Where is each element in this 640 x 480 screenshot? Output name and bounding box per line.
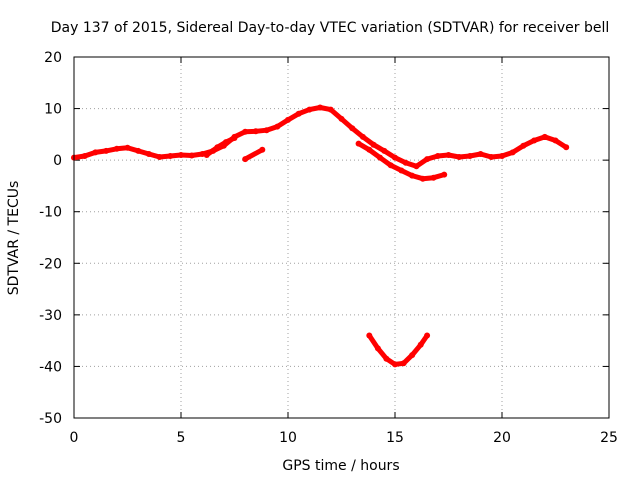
y-tick-label: -10 <box>39 205 62 221</box>
data-point <box>520 142 527 149</box>
data-point <box>563 144 570 151</box>
data-point <box>466 153 473 159</box>
grid-lines <box>74 57 609 418</box>
y-tick-label: 0 <box>53 153 62 169</box>
data-point <box>242 128 249 135</box>
data-point <box>359 133 366 140</box>
x-tick-label: 5 <box>177 430 186 446</box>
data-point <box>409 172 416 179</box>
data-point <box>387 162 394 169</box>
data-point <box>402 159 409 166</box>
data-point <box>488 154 495 160</box>
data-point <box>263 127 270 134</box>
data-point <box>338 115 345 122</box>
data-point <box>477 151 484 157</box>
data-point <box>327 106 334 113</box>
chart-title: Day 137 of 2015, Sidereal Day-to-day VTE… <box>51 20 610 36</box>
x-tick-label: 20 <box>493 430 511 446</box>
x-tick-label: 10 <box>279 430 297 446</box>
y-tick-label: 10 <box>44 102 62 118</box>
data-point <box>349 125 356 132</box>
y-tick-label: 20 <box>44 50 62 66</box>
data-point <box>383 355 390 362</box>
data-point <box>400 360 407 367</box>
data-point <box>366 146 373 153</box>
data-point <box>424 156 431 163</box>
data-point <box>409 352 416 359</box>
data-point <box>156 154 163 160</box>
data-point <box>81 153 88 159</box>
data-point <box>306 106 313 113</box>
data-point <box>370 141 377 148</box>
data-point <box>441 171 448 178</box>
data-point <box>252 128 259 135</box>
y-tick-label: -50 <box>39 411 62 427</box>
data-point <box>259 146 266 153</box>
x-tick-label: 15 <box>386 430 404 446</box>
data-marks <box>71 104 570 368</box>
data-point <box>274 123 281 130</box>
tick-labels: 0 5 10 15 20 25 -50 -40 -30 -20 -10 0 10 20 <box>39 50 618 446</box>
data-point <box>377 154 383 161</box>
y-tick-label: -30 <box>39 308 62 324</box>
data-point <box>167 153 174 159</box>
data-point <box>541 133 548 140</box>
data-point <box>355 140 362 147</box>
data-point <box>113 145 120 152</box>
data-point <box>398 167 405 174</box>
data-point <box>188 152 195 159</box>
data-point <box>413 163 420 170</box>
data-point <box>135 147 142 154</box>
data-point <box>392 361 398 368</box>
data-point <box>242 156 249 163</box>
data-point <box>392 154 398 161</box>
data-point <box>231 135 238 141</box>
data-point <box>366 332 373 339</box>
data-point <box>178 152 184 158</box>
data-point <box>424 332 431 339</box>
data-point <box>203 152 210 158</box>
data-point <box>317 104 324 111</box>
data-point <box>285 116 291 123</box>
x-tick-label: 25 <box>600 430 618 446</box>
data-point <box>499 153 505 159</box>
y-tick-label: -20 <box>39 256 62 272</box>
data-point <box>295 110 302 117</box>
data-point <box>124 144 131 151</box>
x-axis-label: GPS time / hours <box>282 458 399 474</box>
data-point <box>417 341 424 348</box>
data-point <box>531 137 538 144</box>
data-point <box>145 151 152 157</box>
data-point <box>430 174 437 181</box>
x-tick-label: 0 <box>70 430 79 446</box>
axis-ticks <box>73 56 610 419</box>
series-short-segment <box>242 147 265 162</box>
y-axis-label: SDTVAR / TECUs <box>6 181 22 296</box>
y-tick-label: -40 <box>39 359 62 375</box>
data-point <box>509 149 516 156</box>
data-point <box>374 345 381 352</box>
data-point <box>92 149 99 156</box>
plot-frame <box>73 56 610 419</box>
data-point <box>103 147 110 154</box>
data-point <box>552 137 559 144</box>
data-point <box>419 175 426 182</box>
data-point <box>214 144 221 151</box>
data-point <box>456 154 463 160</box>
data-point <box>222 139 229 146</box>
data-point <box>381 147 388 154</box>
data-point <box>434 153 441 159</box>
data-point <box>445 152 452 158</box>
series-side-branch <box>204 135 237 158</box>
